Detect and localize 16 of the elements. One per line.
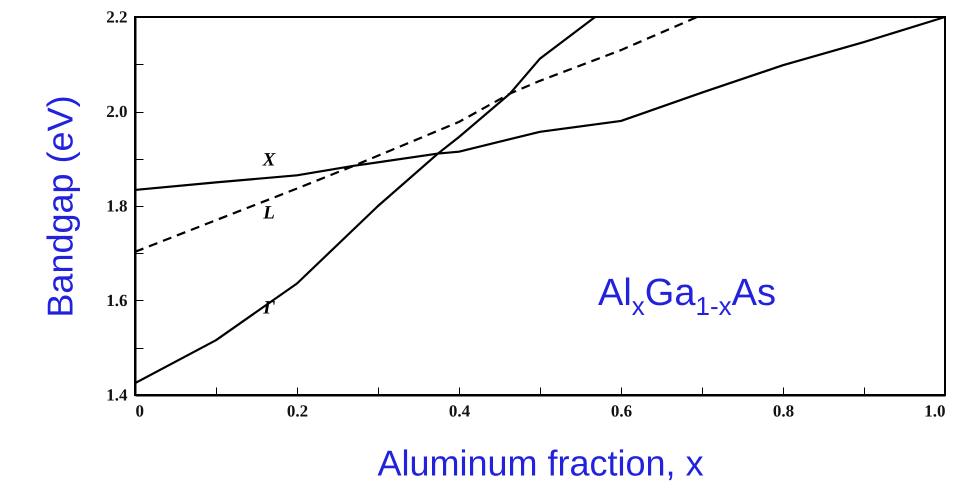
x-axis-title: Aluminum fraction, x: [377, 442, 704, 484]
series-label: L: [262, 202, 275, 224]
annotation: Al$_{x}$Ga$_{1-x}$As: [598, 272, 776, 322]
y-tick-label: 2.2: [106, 8, 128, 26]
x-tick-label: 0.6: [610, 402, 632, 420]
y-tick-label: 1.6: [106, 291, 128, 310]
x-tick-label: 0.4: [448, 402, 471, 420]
series-label: X: [262, 149, 277, 170]
y-tick-label: 2.0: [106, 102, 128, 121]
x-tick-label: 0.2: [286, 402, 308, 420]
y-tick-label: 1.4: [106, 386, 128, 404]
text: 0: [136, 402, 144, 420]
y-tick-label: 1.8: [106, 196, 128, 216]
y-axis-title: Bandgap (eV): [39, 95, 80, 318]
x-tick-label: 0.8: [772, 402, 794, 420]
x-tick-label: 1.0: [924, 402, 946, 420]
